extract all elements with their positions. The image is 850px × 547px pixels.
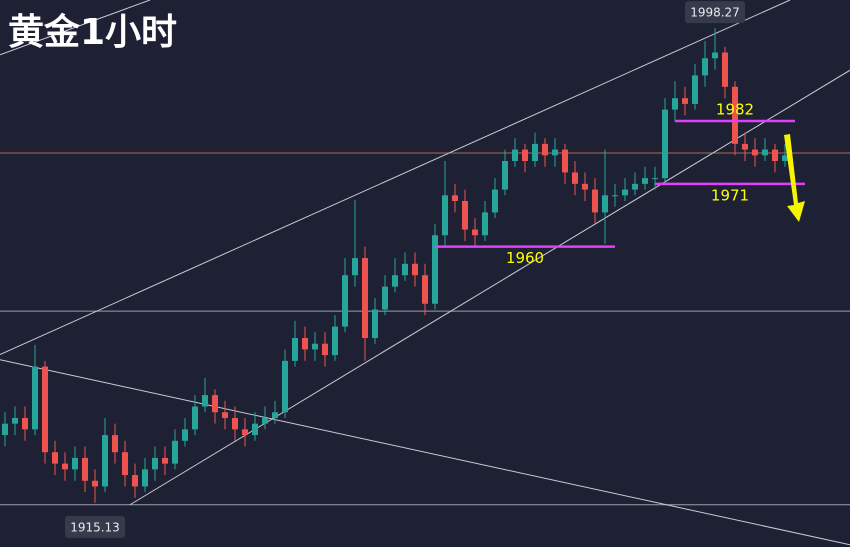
down-arrow xyxy=(784,134,805,222)
candle-body xyxy=(262,417,268,424)
trend-line xyxy=(0,359,850,546)
candle-body xyxy=(192,406,198,430)
candle-body xyxy=(272,412,278,418)
candle-body xyxy=(582,183,588,190)
candle-body xyxy=(182,429,188,441)
candle-body xyxy=(462,200,468,230)
candle-body xyxy=(102,435,108,487)
candle-body xyxy=(42,366,48,453)
candle-body xyxy=(132,475,138,487)
price-tag: 1915.13 xyxy=(65,515,125,538)
price-tag-label: 1915.13 xyxy=(70,520,120,534)
candle-body xyxy=(552,149,558,156)
candle-body xyxy=(72,457,78,470)
trend-line xyxy=(0,0,791,356)
price-tag-box xyxy=(65,515,125,538)
candle-body xyxy=(482,212,488,236)
candle-body xyxy=(502,161,508,190)
candle-body xyxy=(402,263,408,276)
candle-body xyxy=(252,423,258,436)
level-label: 1982 xyxy=(716,101,754,119)
candle-body xyxy=(142,469,148,487)
candle-body xyxy=(162,457,168,464)
candle-body xyxy=(642,178,648,184)
candle-body xyxy=(82,457,88,481)
candle-body xyxy=(732,86,738,144)
candle-body xyxy=(512,149,518,162)
candle-body xyxy=(532,143,538,162)
price-tag-box xyxy=(685,1,745,24)
candle-body xyxy=(112,435,118,453)
candle-body xyxy=(12,417,18,424)
candle-body xyxy=(562,149,568,173)
candle-body xyxy=(342,275,348,327)
candle-body xyxy=(692,75,698,104)
candle-body xyxy=(242,429,248,436)
candle-body xyxy=(592,189,598,213)
candle-body xyxy=(382,286,388,310)
candle-body xyxy=(682,98,688,104)
candle-body xyxy=(392,275,398,287)
candle-body xyxy=(712,52,718,59)
level-label: 1960 xyxy=(506,249,544,267)
candle-body xyxy=(202,395,208,407)
candle-body xyxy=(212,395,218,413)
candle-body xyxy=(572,172,578,184)
candle-body xyxy=(122,452,128,476)
candle-body xyxy=(652,178,658,180)
candle-body xyxy=(432,235,438,304)
candle-body xyxy=(152,457,158,470)
candle-body xyxy=(672,98,678,110)
candle-body xyxy=(772,149,778,162)
candle-body xyxy=(742,143,748,150)
candle-body xyxy=(172,440,178,464)
candle-body xyxy=(22,417,28,430)
chart-title: 黄金1小时 xyxy=(8,11,177,53)
candle-body xyxy=(452,195,458,201)
candle-body xyxy=(632,183,638,190)
candle-body xyxy=(612,195,618,197)
candle-body xyxy=(412,263,418,276)
candle-body xyxy=(62,463,68,470)
candle-body xyxy=(752,149,758,156)
candle-body xyxy=(92,480,98,487)
candle-body xyxy=(662,109,668,179)
trend-line xyxy=(0,0,151,56)
candle-body xyxy=(492,189,498,213)
candle-body xyxy=(302,338,308,350)
candle-body xyxy=(332,326,338,356)
candle-body xyxy=(762,149,768,156)
candle-body xyxy=(522,149,528,162)
trend-line xyxy=(129,69,850,506)
candle-body xyxy=(232,417,238,430)
price-tag: 1998.27 xyxy=(685,1,745,24)
candle-body xyxy=(782,155,788,162)
candle-body xyxy=(362,258,368,339)
price-tag-label: 1998.27 xyxy=(690,6,740,20)
candle-body xyxy=(322,343,328,356)
candle-body xyxy=(292,338,298,361)
candle-body xyxy=(2,423,8,436)
candle-body xyxy=(472,229,478,236)
candle-body xyxy=(702,58,708,76)
candle-body xyxy=(372,309,378,339)
candle-body xyxy=(352,258,358,276)
candle-body xyxy=(32,366,38,430)
candle-body xyxy=(422,275,428,304)
candle-body xyxy=(52,452,58,464)
candle-body xyxy=(442,195,448,236)
candle-body xyxy=(282,360,288,413)
candle-body xyxy=(542,143,548,156)
candle-body xyxy=(312,343,318,350)
candle-body xyxy=(622,189,628,196)
candle-body xyxy=(602,195,608,213)
candle-body xyxy=(222,412,228,418)
level-label: 1971 xyxy=(711,186,749,204)
candle-body xyxy=(722,52,728,87)
